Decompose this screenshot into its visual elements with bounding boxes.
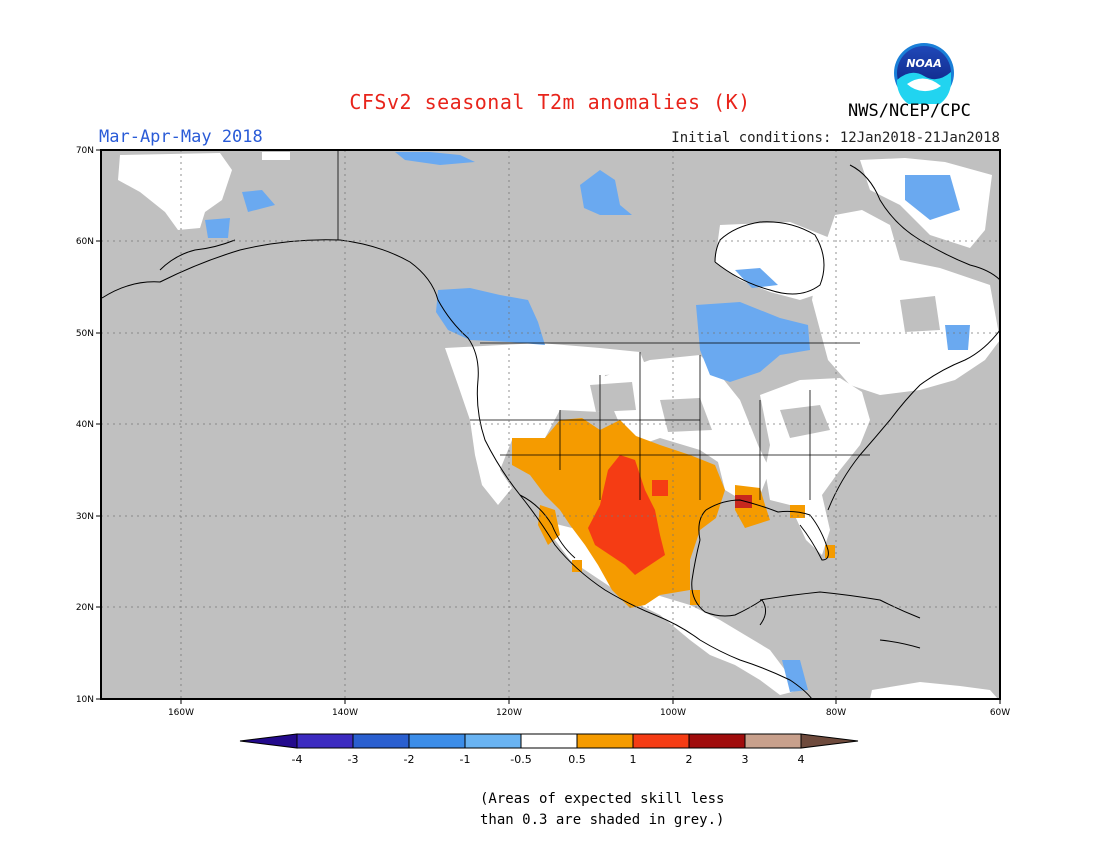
initial-conditions: Initial conditions: 12Jan2018-21Jan2018: [671, 130, 1000, 146]
lat-label-10n: 10N: [76, 695, 94, 705]
anomaly-map: 70N 60N 50N 40N 30N 20N 10N 160W 140W 12…: [76, 146, 1010, 718]
colorbar-swatch-9: [744, 733, 802, 749]
lat-label-30n: 30N: [76, 512, 94, 522]
colorbar-swatch-6: [576, 733, 634, 749]
colorbar-swatch-10: [800, 733, 859, 749]
lon-label-80w: 80W: [826, 708, 846, 718]
colorbar-label-3: -1: [460, 753, 471, 766]
colorbar-swatch-3: [408, 733, 466, 749]
colorbar-swatch-2: [352, 733, 410, 749]
colorbar-swatch-8: [688, 733, 746, 749]
lat-label-70n: 70N: [76, 146, 94, 156]
lat-lon-grid: [101, 150, 1000, 699]
lon-label-140w: 140W: [332, 708, 358, 718]
colorbar-swatch-1: [296, 733, 354, 749]
strong-warm-anomaly-regions: [588, 455, 752, 575]
lat-label-40n: 40N: [76, 420, 94, 430]
lat-label-60n: 60N: [76, 237, 94, 247]
lon-label-120w: 120W: [496, 708, 522, 718]
colorbar: -4 -3 -2 -1 -0.5 0.5 1 2 3 4: [239, 733, 859, 766]
lat-label-20n: 20N: [76, 603, 94, 613]
colorbar-label-9: 4: [798, 753, 805, 766]
coastlines: [101, 164, 1000, 699]
colorbar-swatch-5: [520, 733, 578, 749]
page-title: CFSv2 seasonal T2m anomalies (K): [349, 90, 751, 114]
colorbar-label-0: -4: [292, 753, 303, 766]
skill-note-line2: than 0.3 are shaded in grey.): [480, 812, 725, 828]
colorbar-label-1: -3: [348, 753, 359, 766]
logo-text: NOAA: [906, 57, 942, 70]
lon-label-60w: 60W: [990, 708, 1010, 718]
cool-anomaly-regions: [205, 152, 970, 692]
colorbar-swatch-4: [464, 733, 522, 749]
noaa-logo: NOAA: [894, 43, 954, 104]
political-borders: [337, 150, 870, 500]
colorbar-swatch-7: [632, 733, 690, 749]
near-normal-caribbean: [870, 682, 998, 699]
agency-label: NWS/NCEP/CPC: [848, 101, 971, 121]
lat-label-50n: 50N: [76, 329, 94, 339]
near-normal-arctic-patch: [262, 152, 290, 160]
lon-label-160w: 160W: [168, 708, 194, 718]
colorbar-label-8: 3: [742, 753, 749, 766]
skill-mask-holes: [182, 160, 940, 438]
colorbar-label-2: -2: [404, 753, 415, 766]
colorbar-label-5: 0.5: [568, 753, 586, 766]
skill-note-line1: (Areas of expected skill less: [480, 791, 725, 807]
colorbar-swatch-0: [239, 733, 298, 749]
colorbar-label-7: 2: [686, 753, 693, 766]
forecast-period: Mar-Apr-May 2018: [99, 127, 263, 147]
lon-label-100w: 100W: [660, 708, 686, 718]
colorbar-label-4: -0.5: [510, 753, 531, 766]
colorbar-label-6: 1: [630, 753, 637, 766]
